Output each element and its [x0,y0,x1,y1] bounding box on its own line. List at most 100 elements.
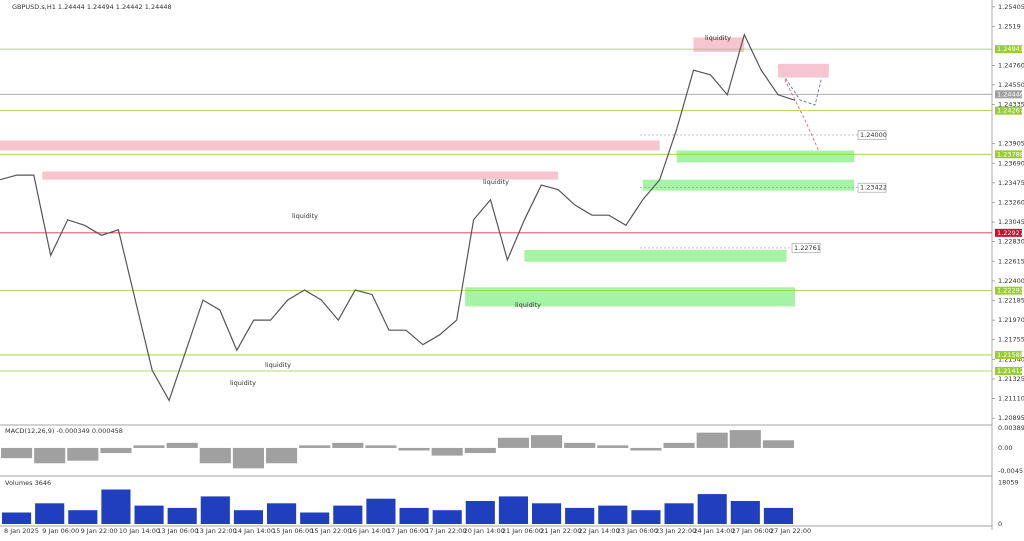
volume-bar [68,510,98,524]
volume-bar [598,505,628,524]
x-tick-label: 13 Jan 22:00 [196,527,237,535]
y-tick-label: 1.22830 [998,238,1024,246]
zone [642,179,855,191]
volume-bar [2,512,32,524]
volume-bar [167,507,197,524]
level-label: 1.24446 [997,90,1024,98]
macd-bar [1,447,33,459]
macd-bar [133,445,165,448]
level-tag [995,367,1022,376]
y-tick-label: 1.21540 [998,355,1024,363]
macd-bar [531,435,563,448]
macd-bar [34,447,66,464]
x-tick-label: 17 Jan 22:00 [425,527,466,535]
macd-bar [398,447,430,451]
volume-bar [664,503,694,524]
y-tick-label: 1.21325 [998,375,1024,383]
y-tick-label: 1.23475 [998,179,1024,187]
level-label: 1.23788 [997,150,1024,158]
volume-bar [267,503,297,524]
macd-bar [696,432,728,448]
macd-bar [597,445,629,448]
volume-bar [366,498,396,524]
annotation: liquidity [483,178,509,186]
y-tick-label: 1.23690 [998,159,1024,167]
price-box-label: 1.24000 [860,131,887,139]
price-box [857,130,887,140]
y-tick-label: 1.2519 [998,22,1021,30]
x-tick-label: 15 Jan 22:00 [310,527,351,535]
macd-bar [431,447,463,456]
chart-title: GBPUSD.s,H1 1.24444 1.24494 1.24442 1.24… [12,3,172,11]
volume-bar [532,503,562,524]
y-tick-label: 1.23905 [998,140,1024,148]
macd-bar [464,447,496,454]
x-tick-label: 23 Jan 22:00 [655,527,696,535]
annotation: liquidity [230,379,256,387]
volume-bar [565,507,595,524]
volume-bar [35,503,65,524]
zone [524,249,787,262]
x-tick-label: 27 Jan 06:00 [732,527,773,535]
volume-bar [200,496,230,524]
volume-bar [101,489,131,524]
zone [0,140,660,151]
y-tick-label: -0.004519 [998,467,1024,475]
level-tag [995,286,1022,295]
macd-bar [199,447,231,464]
y-tick-label: 1.23045 [998,218,1024,226]
x-tick-label: 27 Jan 22:00 [770,527,811,535]
x-tick-label: 9 Jan 22:00 [81,527,118,535]
x-tick-label: 15 Jan 06:00 [272,527,313,535]
level-label: 1.21588 [997,351,1024,359]
volume-bar [432,510,462,524]
volume-bar [134,505,164,524]
y-tick-label: 1.22615 [998,257,1024,265]
level-label: 1.21412 [997,367,1024,375]
macd-bar [299,445,331,448]
price-box-label: 1.23422 [860,184,887,192]
macd-bar [729,430,761,448]
y-tick-label: 1.25405 [998,3,1024,11]
zone [676,150,855,163]
y-tick-label: 1.20895 [998,414,1024,422]
macd-bar [630,447,662,451]
x-tick-label: 21 Jan 06:00 [502,527,543,535]
y-tick-label: 0.00 [998,444,1012,452]
x-tick-label: 10 Jan 14:00 [119,527,160,535]
macd-bar [564,442,596,448]
price-box [857,182,887,193]
x-tick-label: 16 Jan 14:00 [349,527,390,535]
price-line [0,33,796,402]
volume-bar [631,510,661,524]
level-tag [995,228,1022,237]
x-tick-label: 22 Jan 14:00 [579,527,620,535]
volume-bar [730,501,760,524]
price-box [791,243,821,253]
zone [42,171,559,180]
x-tick-label: 17 Jan 06:00 [387,527,428,535]
level-tag [995,106,1022,115]
x-tick-label: 24 Jan 14:00 [693,527,734,535]
volume-bar [399,507,429,524]
level-label: 1.22927 [997,229,1024,237]
macd-bar [497,437,529,448]
x-tick-label: 13 Jan 06:00 [157,527,198,535]
volume-bar [300,512,330,524]
y-tick-label: 1.24760 [998,62,1024,70]
y-tick-label: 1.21970 [998,316,1024,324]
level-tag [995,150,1022,159]
macd-bar [365,445,397,448]
y-tick-label: 18059 [998,478,1019,486]
y-tick-label: 1.22185 [998,297,1024,305]
annotation: liquidity [265,361,291,369]
x-tick-label: 14 Jan 14:00 [234,527,275,535]
macd-title: MACD(12,26,9) -0.000349 0.000458 [5,427,123,435]
volume-bar [498,496,528,524]
level-tag [995,90,1022,99]
y-tick-label: 0.00389 [998,424,1024,432]
zone [778,63,829,78]
annotation: liquidity [705,34,731,42]
zone [693,37,745,52]
volume-bar [763,507,793,524]
